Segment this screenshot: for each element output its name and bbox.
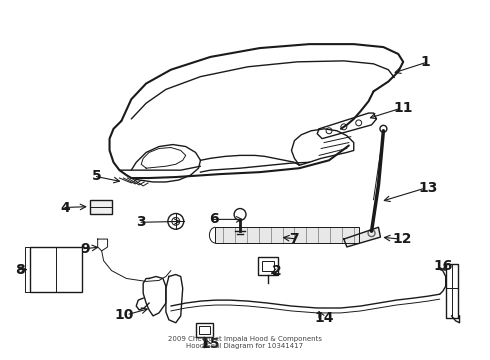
- Bar: [215, 227, 359, 243]
- Text: 9: 9: [80, 242, 90, 256]
- Bar: [258, 257, 278, 275]
- Bar: [196, 323, 213, 337]
- Text: 10: 10: [115, 308, 134, 322]
- Text: 6: 6: [209, 212, 219, 226]
- Text: 3: 3: [137, 215, 146, 229]
- Text: 16: 16: [434, 258, 453, 273]
- Text: 15: 15: [200, 337, 220, 351]
- Text: 5: 5: [92, 169, 101, 183]
- Bar: [30, 247, 82, 292]
- Text: 2009 Chevrolet Impala Hood & Components
Hood Seal Diagram for 10341417: 2009 Chevrolet Impala Hood & Components …: [168, 336, 322, 349]
- Text: 8: 8: [15, 262, 24, 276]
- Text: 1: 1: [420, 55, 430, 69]
- Text: 13: 13: [418, 181, 438, 195]
- Text: 2: 2: [271, 264, 281, 278]
- Text: 12: 12: [392, 232, 412, 246]
- Text: 14: 14: [314, 311, 334, 325]
- Bar: [198, 326, 210, 334]
- Text: 4: 4: [60, 201, 70, 215]
- Text: 7: 7: [290, 232, 299, 246]
- Polygon shape: [344, 227, 380, 247]
- Text: 11: 11: [393, 101, 413, 115]
- Bar: [262, 261, 274, 271]
- Bar: [90, 200, 112, 215]
